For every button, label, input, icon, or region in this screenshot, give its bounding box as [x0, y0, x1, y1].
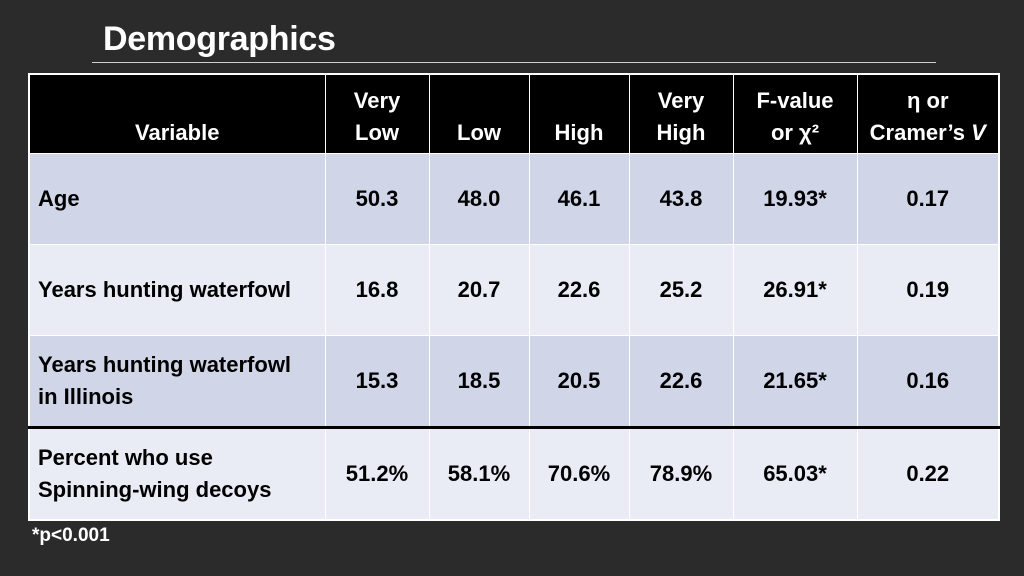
title-divider — [92, 62, 936, 63]
table-row: Years hunting waterfowl in Illinois 15.3… — [28, 335, 1000, 428]
very-high-cell: 78.9% — [628, 426, 734, 521]
effect-size-cell: 0.19 — [856, 244, 1000, 336]
variable-cell: Age — [28, 153, 326, 245]
low-cell: 48.0 — [428, 153, 530, 245]
effect-size-cell: 0.22 — [856, 426, 1000, 521]
very-low-cell: 15.3 — [324, 335, 430, 428]
very-high-cell: 25.2 — [628, 244, 734, 336]
variable-cell: Percent who use Spinning-wing decoys — [28, 426, 326, 521]
high-cell: 70.6% — [528, 426, 630, 521]
high-cell: 20.5 — [528, 335, 630, 428]
slide-title: Demographics — [103, 20, 336, 58]
very-high-cell: 43.8 — [628, 153, 734, 245]
table-header-row: Variable Very Low Low High Very High F-v… — [28, 73, 1000, 154]
very-low-cell: 16.8 — [324, 244, 430, 336]
header-effect-size: η or Cramer’s V — [856, 73, 1000, 154]
header-low: Low — [428, 73, 530, 154]
very-low-cell: 51.2% — [324, 426, 430, 521]
table-row: Years hunting waterfowl 16.8 20.7 22.6 2… — [28, 244, 1000, 336]
header-very-low: Very Low — [324, 73, 430, 154]
very-high-cell: 22.6 — [628, 335, 734, 428]
very-low-cell: 50.3 — [324, 153, 430, 245]
low-cell: 20.7 — [428, 244, 530, 336]
variable-cell: Years hunting waterfowl — [28, 244, 326, 336]
footnote: *p<0.001 — [32, 525, 110, 546]
f-value-cell: 65.03* — [732, 426, 858, 521]
header-very-high: Very High — [628, 73, 734, 154]
low-cell: 18.5 — [428, 335, 530, 428]
f-value-cell: 26.91* — [732, 244, 858, 336]
effect-size-cell: 0.16 — [856, 335, 1000, 428]
table-row: Percent who use Spinning-wing decoys 51.… — [28, 426, 1000, 521]
header-variable: Variable — [28, 73, 326, 154]
header-f-value: F-value or χ² — [732, 73, 858, 154]
f-value-cell: 21.65* — [732, 335, 858, 428]
high-cell: 46.1 — [528, 153, 630, 245]
header-high: High — [528, 73, 630, 154]
table-row: Age 50.3 48.0 46.1 43.8 19.93* 0.17 — [28, 153, 1000, 245]
effect-size-cell: 0.17 — [856, 153, 1000, 245]
low-cell: 58.1% — [428, 426, 530, 521]
demographics-table: Variable Very Low Low High Very High F-v… — [28, 73, 1000, 521]
f-value-cell: 19.93* — [732, 153, 858, 245]
variable-cell: Years hunting waterfowl in Illinois — [28, 335, 326, 428]
high-cell: 22.6 — [528, 244, 630, 336]
